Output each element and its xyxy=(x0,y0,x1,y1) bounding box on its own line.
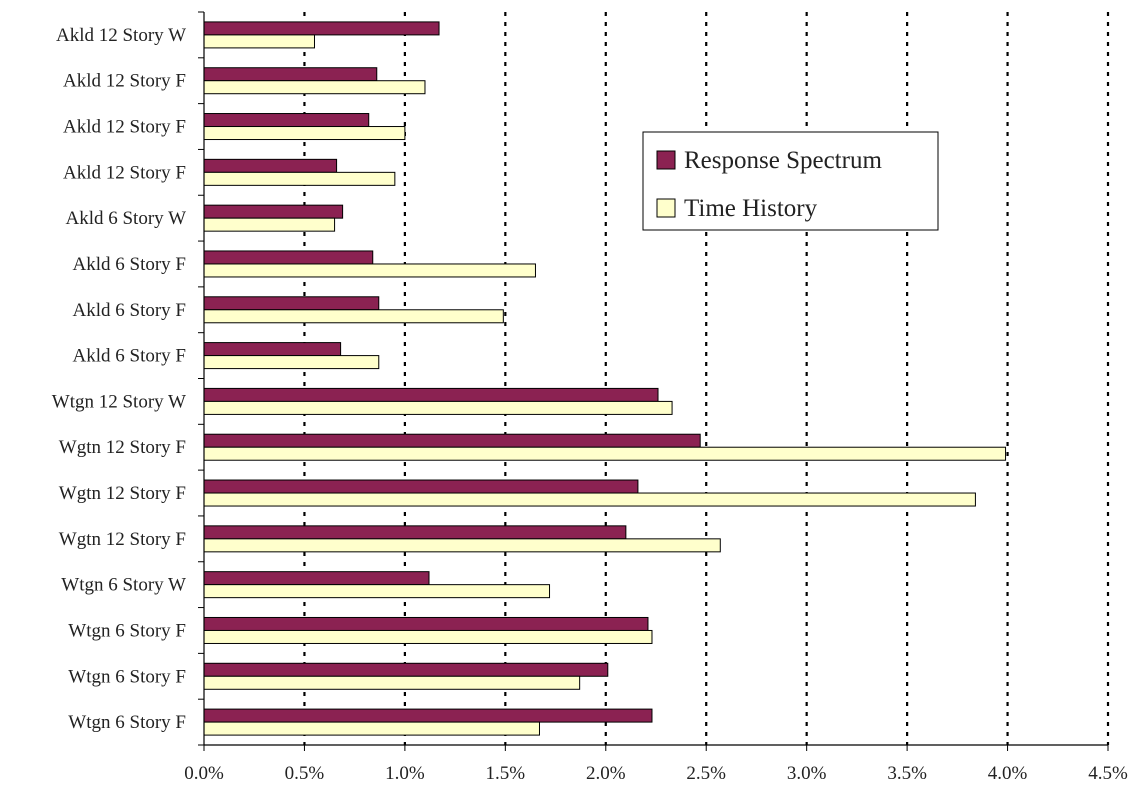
bar-time-history xyxy=(203,217,336,232)
x-tick-label: 1.5% xyxy=(486,763,526,784)
x-tick-label: 1.0% xyxy=(385,763,425,784)
bar-response-spectrum xyxy=(203,113,370,128)
bar-response-spectrum xyxy=(203,525,627,540)
category-label: Wtgn 6 Story F xyxy=(68,620,186,641)
legend: Response Spectrum Time History xyxy=(642,131,939,231)
x-tick-label: 4.5% xyxy=(1088,763,1128,784)
x-tick-label: 4.0% xyxy=(988,763,1028,784)
bar-response-spectrum xyxy=(203,296,380,311)
bar-response-spectrum xyxy=(203,387,659,402)
bar-time-history xyxy=(203,675,581,690)
category-labels: Akld 12 Story W Akld 12 Story F Akld 12 St… xyxy=(52,25,186,733)
bar-response-spectrum xyxy=(203,479,639,494)
category-label: Akld 6 Story F xyxy=(73,254,187,275)
category-label: Wgtn 12 Story F xyxy=(59,483,186,504)
bar-time-history xyxy=(203,171,396,186)
bar-time-history xyxy=(203,721,540,736)
category-label: Wtgn 12 Story W xyxy=(52,391,186,412)
x-tick-label: 3.5% xyxy=(887,763,927,784)
category-label: Akld 12 Story F xyxy=(63,71,186,92)
x-tick-label: 3.0% xyxy=(787,763,827,784)
category-label: Wgtn 12 Story F xyxy=(59,529,186,550)
bar-time-history xyxy=(203,629,653,644)
category-label: Akld 12 Story W xyxy=(56,25,186,46)
bar-time-history xyxy=(203,400,673,415)
category-label: Akld 6 Story F xyxy=(73,300,187,321)
bar-response-spectrum xyxy=(203,158,338,173)
bar-time-history xyxy=(203,309,504,324)
bar-response-spectrum xyxy=(203,571,430,586)
x-tick-label: 2.5% xyxy=(686,763,726,784)
legend-label-time-history: Time History xyxy=(684,195,818,222)
bar-response-spectrum xyxy=(203,67,378,82)
bar-time-history xyxy=(203,538,721,553)
bar-response-spectrum xyxy=(203,342,342,357)
category-label: Wtgn 6 Story W xyxy=(61,575,186,596)
axes xyxy=(198,11,1109,751)
bar-response-spectrum xyxy=(203,662,609,677)
category-label: Akld 6 Story F xyxy=(73,346,187,367)
category-label: Akld 12 Story F xyxy=(63,162,186,183)
bar-time-history xyxy=(203,446,1007,461)
bar-response-spectrum xyxy=(203,616,649,631)
category-label: Wtgn 6 Story F xyxy=(68,666,186,687)
bar-time-history xyxy=(203,492,976,507)
bar-response-spectrum xyxy=(203,204,344,219)
bar-response-spectrum xyxy=(203,21,440,36)
legend-label-response-spectrum: Response Spectrum xyxy=(684,147,882,174)
category-label: Wgtn 12 Story F xyxy=(59,437,186,458)
bar-time-history xyxy=(203,126,406,141)
x-tick-label: 0.0% xyxy=(184,763,224,784)
x-tick-label: 2.0% xyxy=(586,763,626,784)
bar-response-spectrum xyxy=(203,708,653,723)
category-label: Akld 6 Story W xyxy=(65,208,186,229)
bar-response-spectrum xyxy=(203,250,374,265)
legend-box xyxy=(642,131,939,231)
bars xyxy=(203,21,1007,736)
bar-time-history xyxy=(203,34,315,49)
bar-response-spectrum xyxy=(203,433,701,448)
bar-time-history xyxy=(203,584,551,599)
x-tick-label: 0.5% xyxy=(285,763,325,784)
bar-time-history xyxy=(203,355,380,370)
category-label: Wtgn 6 Story F xyxy=(68,712,186,733)
bar-time-history xyxy=(203,80,426,95)
category-label: Akld 12 Story F xyxy=(63,117,186,138)
legend-swatch-response-spectrum xyxy=(656,150,676,170)
bar-time-history xyxy=(203,263,536,278)
tick-labels: 0.0% 0.5% 1.0% 1.5% 2.0% 2.5% 3.0% 3.5% 4.0% 4.5% xyxy=(184,763,1128,784)
legend-swatch-time-history xyxy=(656,198,676,218)
